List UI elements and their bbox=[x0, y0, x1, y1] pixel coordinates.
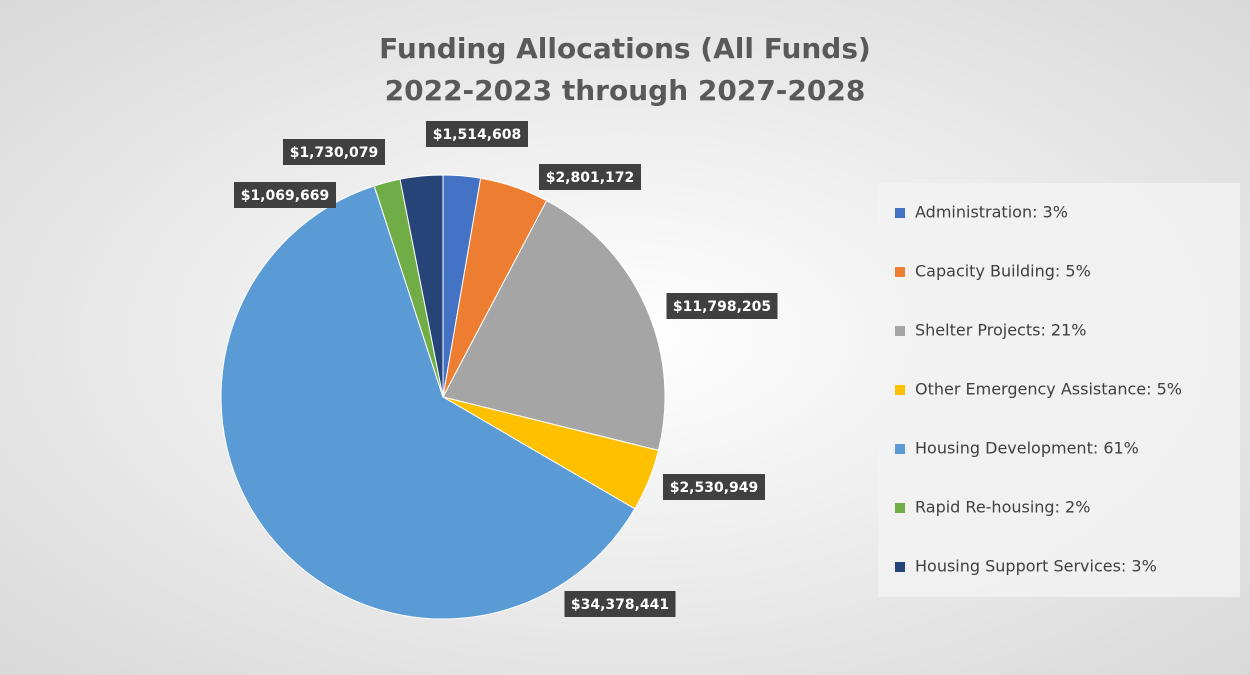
legend-marker bbox=[895, 562, 905, 572]
data-label: $2,530,949 bbox=[670, 480, 759, 496]
data-label: $2,801,172 bbox=[546, 170, 635, 186]
legend-label: Capacity Building: 5% bbox=[915, 262, 1091, 281]
data-label: $1,069,669 bbox=[241, 188, 330, 204]
data-label-box bbox=[426, 121, 528, 147]
data-label-box bbox=[564, 591, 676, 617]
legend-box bbox=[878, 183, 1240, 597]
legend-label: Administration: 3% bbox=[915, 203, 1068, 222]
chart-title: Funding Allocations (All Funds) bbox=[379, 32, 871, 65]
legend-marker bbox=[895, 385, 905, 395]
chart-title: 2022-2023 through 2027-2028 bbox=[385, 74, 866, 107]
legend-label: Housing Support Services: 3% bbox=[915, 557, 1157, 576]
legend-marker bbox=[895, 503, 905, 513]
data-label: $1,514,608 bbox=[433, 127, 522, 143]
data-label-box bbox=[666, 293, 778, 319]
legend-label: Housing Development: 61% bbox=[915, 439, 1139, 458]
data-label-box bbox=[663, 474, 765, 500]
data-label: $11,798,205 bbox=[673, 299, 771, 315]
pie-slice bbox=[220, 185, 636, 620]
legend-marker bbox=[895, 267, 905, 277]
data-label: $34,378,441 bbox=[571, 597, 669, 613]
legend-marker bbox=[895, 326, 905, 336]
legend-marker bbox=[895, 208, 905, 218]
data-label: $1,730,079 bbox=[290, 145, 379, 161]
pie-slice bbox=[399, 174, 444, 398]
data-label-box bbox=[539, 164, 641, 190]
data-label-box bbox=[234, 182, 336, 208]
data-label-box bbox=[283, 139, 385, 165]
legend-label: Other Emergency Assistance: 5% bbox=[915, 380, 1182, 399]
legend-label: Rapid Re-housing: 2% bbox=[915, 498, 1090, 517]
pie-slice bbox=[442, 200, 666, 452]
legend-marker bbox=[895, 444, 905, 454]
legend-label: Shelter Projects: 21% bbox=[915, 321, 1086, 340]
